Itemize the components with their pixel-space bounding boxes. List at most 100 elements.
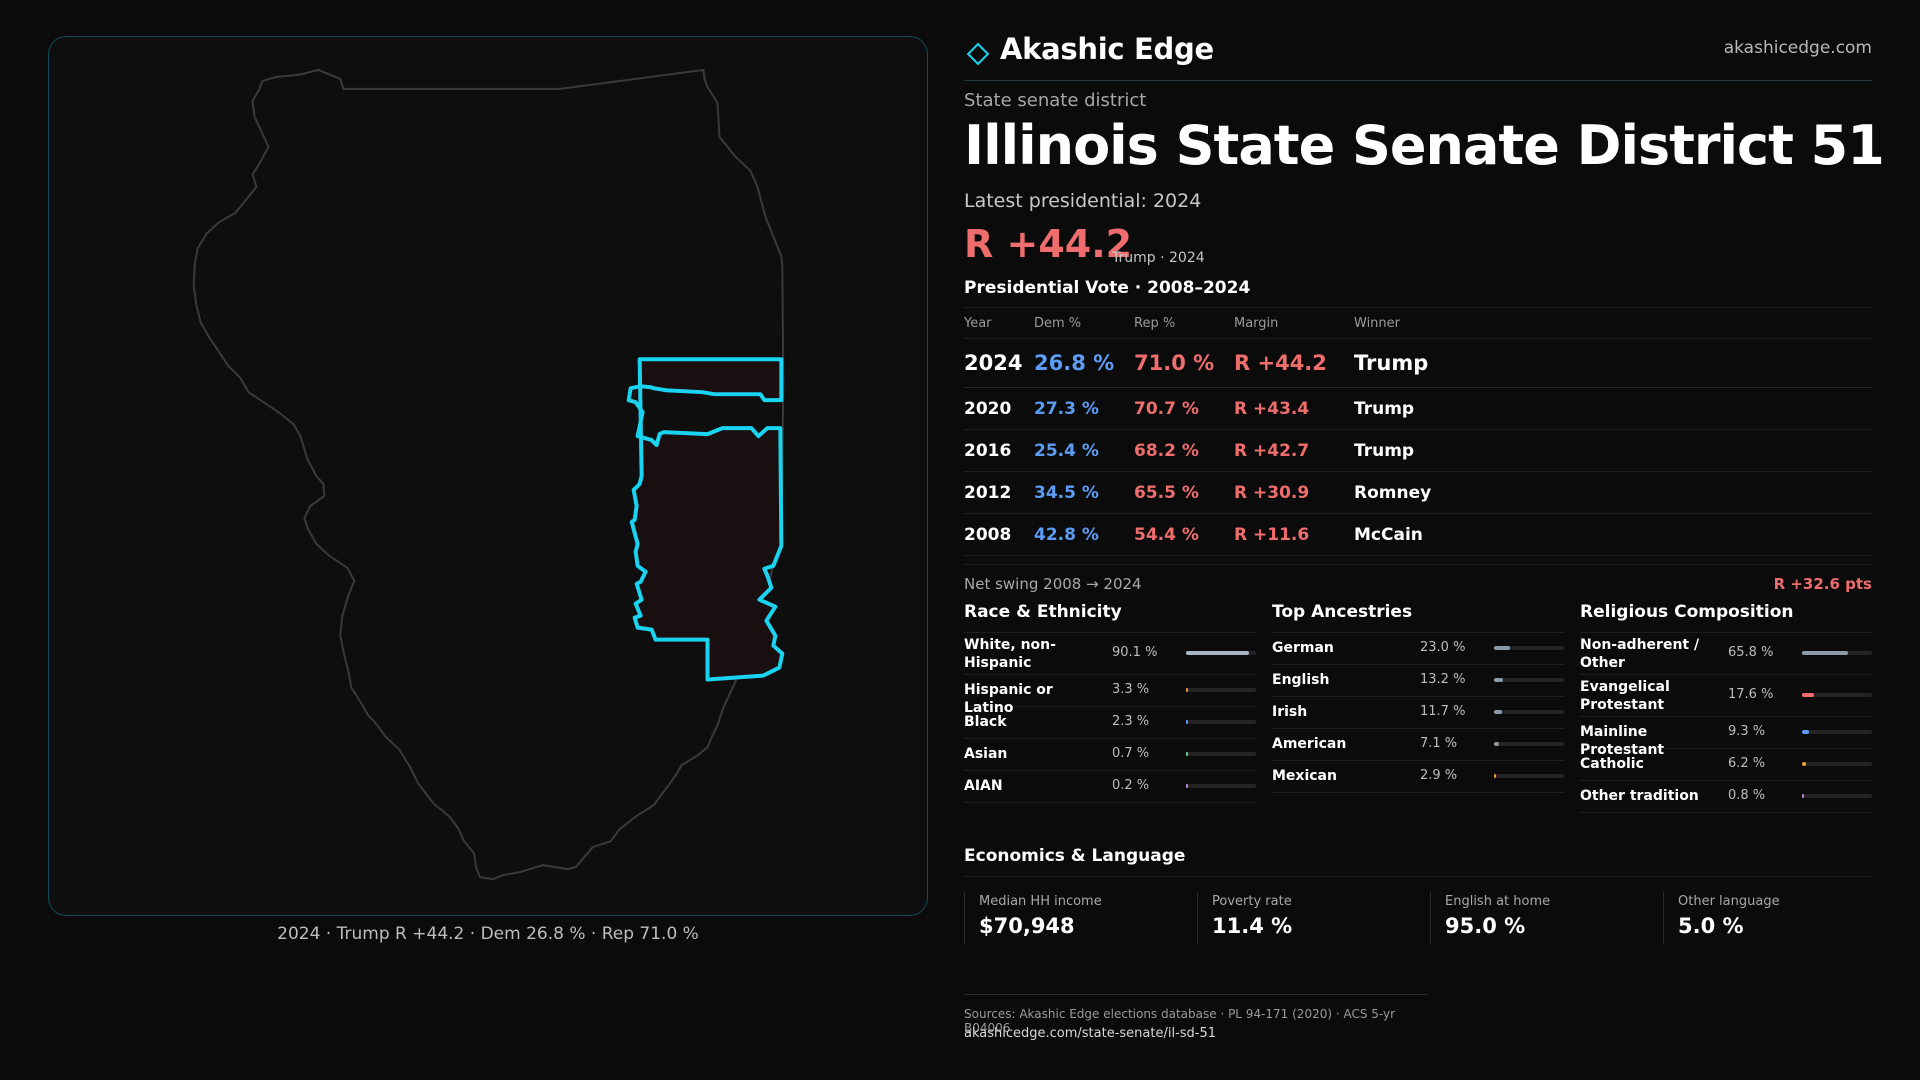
item-bar	[1494, 646, 1511, 650]
item-pct: 2.3 %	[1112, 714, 1150, 729]
item-pct: 23.0 %	[1420, 640, 1466, 655]
cell-rep: 71.0 %	[1134, 338, 1234, 388]
item-bar-track	[1802, 693, 1872, 697]
item-label: Other tradition	[1580, 788, 1699, 804]
economics-stats: Median HH income $70,948 Poverty rate 11…	[964, 892, 1872, 944]
section-title: Top Ancestries	[1272, 602, 1564, 633]
item-pct: 0.7 %	[1112, 746, 1150, 761]
cell-margin: R +11.6	[1234, 513, 1354, 556]
table-row[interactable]: 2012 34.5 % 65.5 % R +30.9 Romney	[964, 471, 1872, 514]
presidential-vote-title: Presidential Vote · 2008–2024	[964, 278, 1251, 298]
cell-dem: 27.3 %	[1034, 387, 1134, 430]
cell-dem: 25.4 %	[1034, 429, 1134, 472]
item-label: Black	[964, 714, 1007, 730]
list-item: English 13.2 %	[1272, 665, 1564, 697]
cell-year: 2008	[964, 513, 1034, 556]
cell-dem: 26.8 %	[1034, 338, 1134, 388]
table-row[interactable]: 2016 25.4 % 68.2 % R +42.7 Trump	[964, 429, 1872, 472]
cell-year: 2016	[964, 429, 1034, 472]
ancestries-section: Top Ancestries German 23.0 % English 13.…	[1272, 602, 1564, 793]
list-item: Asian 0.7 %	[964, 739, 1256, 771]
item-bar	[1186, 720, 1188, 724]
col-header-dem: Dem %	[1034, 307, 1134, 339]
table-row[interactable]: 2020 27.3 % 70.7 % R +43.4 Trump	[964, 387, 1872, 430]
cell-rep: 65.5 %	[1134, 471, 1234, 514]
cell-year: 2012	[964, 471, 1034, 514]
stat-label: Median HH income	[979, 894, 1102, 909]
cell-dem: 34.5 %	[1034, 471, 1134, 514]
brand-url-link[interactable]: akashicedge.com	[1723, 38, 1872, 58]
list-item: Mainline Protestant 9.3 %	[1580, 717, 1872, 758]
cell-year: 2020	[964, 387, 1034, 430]
religion-section: Religious Composition Non-adherent / Oth…	[1580, 602, 1872, 813]
cell-winner: McCain	[1354, 513, 1872, 556]
stat-value: 95.0 %	[1445, 914, 1526, 938]
cell-winner: Trump	[1354, 429, 1872, 472]
item-bar	[1802, 794, 1804, 798]
item-bar	[1802, 693, 1815, 697]
item-label: Evangelical Protestant	[1580, 679, 1670, 713]
item-pct: 3.3 %	[1112, 682, 1150, 697]
stat-english-at-home: English at home 95.0 %	[1430, 892, 1649, 944]
table-row[interactable]: 2024 26.8 % 71.0 % R +44.2 Trump	[964, 338, 1872, 388]
table-row[interactable]: 2008 42.8 % 54.4 % R +11.6 McCain	[964, 513, 1872, 556]
item-pct: 2.9 %	[1420, 768, 1458, 783]
cell-winner: Trump	[1354, 387, 1872, 430]
item-bar-track	[1494, 742, 1564, 746]
item-bar-track	[1186, 720, 1256, 724]
cell-year: 2024	[964, 338, 1034, 388]
stat-poverty-rate: Poverty rate 11.4 %	[1197, 892, 1416, 944]
item-bar-track	[1186, 651, 1256, 655]
stat-value: 11.4 %	[1212, 914, 1293, 938]
item-pct: 0.2 %	[1112, 778, 1150, 793]
cell-rep: 54.4 %	[1134, 513, 1234, 556]
net-swing-value: R +32.6 pts	[1773, 575, 1872, 593]
item-pct: 9.3 %	[1728, 724, 1766, 739]
list-item: Catholic 6.2 %	[1580, 749, 1872, 781]
cell-dem: 42.8 %	[1034, 513, 1134, 556]
item-pct: 90.1 %	[1112, 645, 1158, 660]
list-item: German 23.0 %	[1272, 633, 1564, 665]
item-label: Hispanic or Latino	[964, 682, 1053, 716]
page-url-link[interactable]: akashicedge.com/state-senate/il-sd-51	[964, 1026, 1217, 1041]
economics-title: Economics & Language	[964, 846, 1872, 877]
stat-median-income: Median HH income $70,948	[964, 892, 1183, 944]
item-label: English	[1272, 672, 1330, 688]
item-label: American	[1272, 736, 1347, 752]
col-header-winner: Winner	[1354, 307, 1872, 339]
cell-margin: R +43.4	[1234, 387, 1354, 430]
item-bar-track	[1494, 646, 1564, 650]
item-label: White, non-Hispanic	[964, 637, 1056, 671]
item-bar-track	[1802, 762, 1872, 766]
list-item: Non-adherent / Other 65.8 %	[1580, 633, 1872, 675]
brand-name[interactable]: Akashic Edge	[1000, 32, 1214, 66]
table-header-row: Year Dem % Rep % Margin Winner	[964, 307, 1872, 339]
map-panel[interactable]	[48, 36, 928, 916]
item-pct: 7.1 %	[1420, 736, 1458, 751]
item-bar	[1186, 651, 1250, 655]
section-title: Race & Ethnicity	[964, 602, 1256, 633]
stat-label: Other language	[1678, 894, 1780, 909]
illinois-map[interactable]	[49, 37, 927, 915]
net-swing-row: Net swing 2008 → 2024 R +32.6 pts	[964, 564, 1872, 593]
district-outline[interactable]	[626, 357, 785, 682]
map-caption: 2024 · Trump R +44.2 · Dem 26.8 % · Rep …	[277, 924, 699, 944]
item-label: Mainline Protestant	[1580, 724, 1665, 758]
item-label: German	[1272, 640, 1334, 656]
list-item: Irish 11.7 %	[1272, 697, 1564, 729]
latest-margin: R +44.2	[964, 222, 1133, 266]
item-bar	[1494, 742, 1499, 746]
item-pct: 65.8 %	[1728, 645, 1774, 660]
state-outline	[192, 68, 785, 881]
col-header-year: Year	[964, 307, 1034, 339]
sources-note: Sources: Akashic Edge elections database…	[964, 994, 1428, 1035]
item-bar-track	[1802, 730, 1872, 734]
item-label: Non-adherent / Other	[1580, 637, 1700, 671]
list-item: Hispanic or Latino 3.3 %	[964, 675, 1256, 716]
item-bar	[1802, 730, 1809, 734]
cell-rep: 70.7 %	[1134, 387, 1234, 430]
stat-value: 5.0 %	[1678, 914, 1744, 938]
brand-header: Akashic Edge akashicedge.com	[964, 32, 1872, 81]
stat-label: English at home	[1445, 894, 1551, 909]
list-item: Black 2.3 %	[964, 707, 1256, 739]
